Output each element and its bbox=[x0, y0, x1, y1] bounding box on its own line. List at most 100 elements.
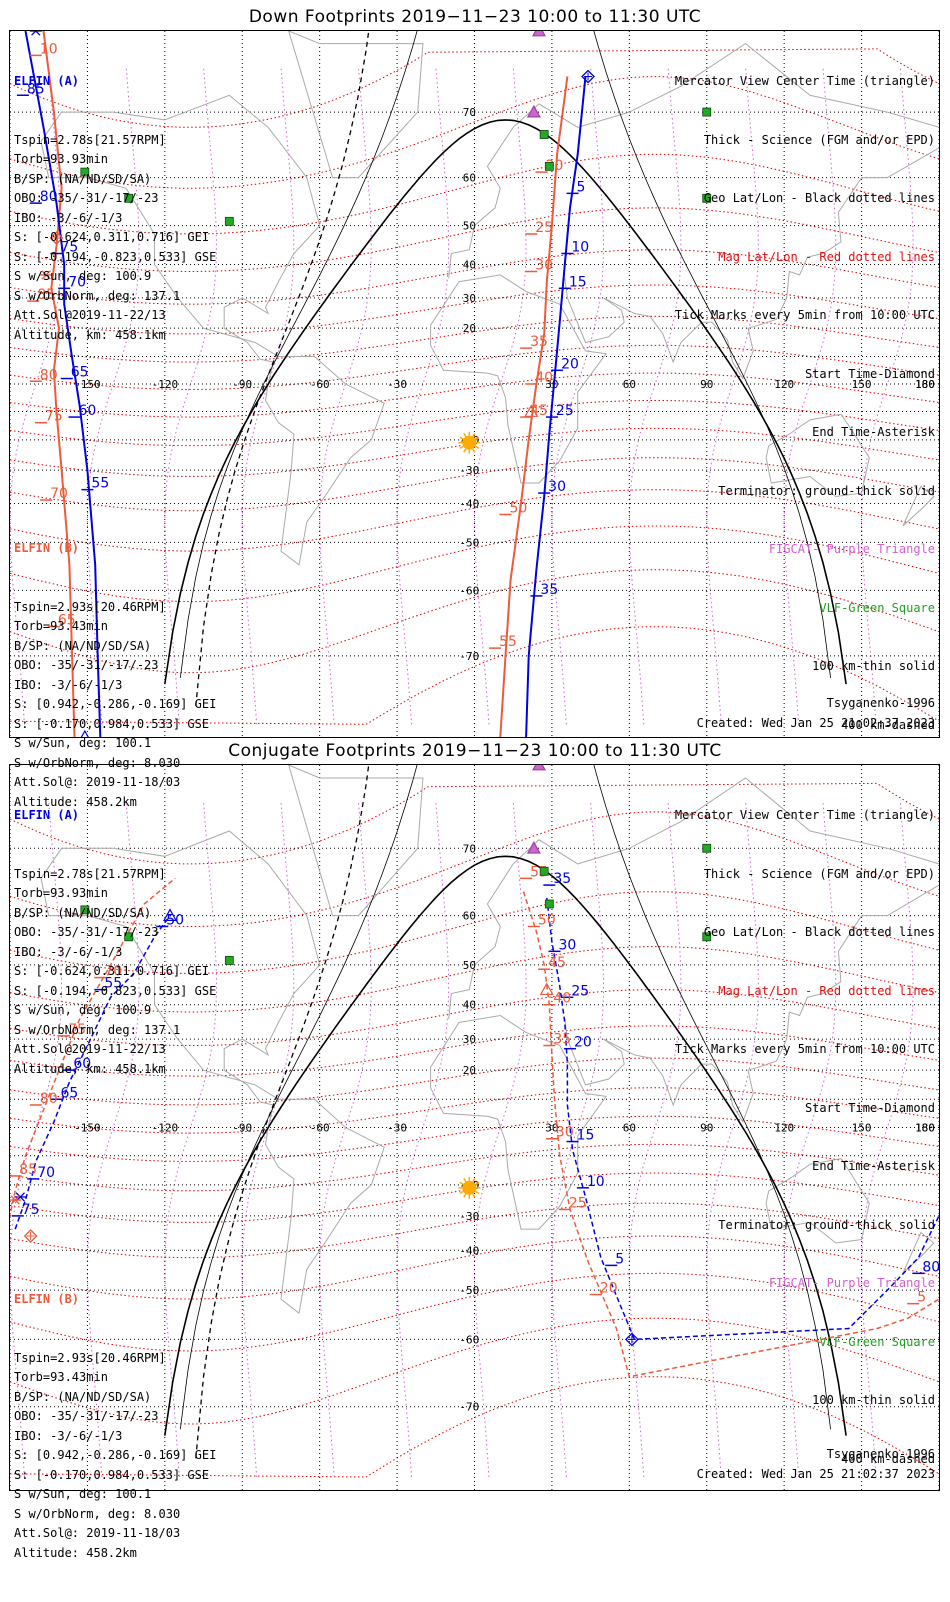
vlf-square bbox=[124, 932, 134, 942]
lon-axis-label: -30 bbox=[387, 378, 407, 391]
lon-axis-label: -120 bbox=[152, 1122, 179, 1135]
vlf-square bbox=[539, 866, 549, 876]
lat-axis-label: 50 bbox=[463, 220, 476, 233]
vlf-square bbox=[544, 899, 554, 909]
mag-lon-line bbox=[706, 66, 759, 725]
elfin-a-track bbox=[14, 897, 939, 1341]
elfin-b-tick-label: 85 bbox=[19, 1162, 37, 1178]
terminator-400km bbox=[195, 765, 370, 1459]
coastline bbox=[765, 413, 870, 498]
elfin-b-tick-label: 55 bbox=[499, 634, 517, 650]
info-line: OBO: -35/-31/-17/-23 bbox=[14, 191, 159, 205]
elfin-a-lines: Tspin=2.78s[21.57RPM] Torb=93.93min B/SP: … bbox=[14, 131, 216, 346]
info-line: IBO: -3/-6/-1/3 bbox=[14, 944, 123, 959]
elfin-b-tick-label: 80 bbox=[40, 1091, 58, 1107]
elfin-b-tick-label: 30 bbox=[535, 257, 553, 273]
legend-400km: 400 km-dashed bbox=[841, 717, 935, 732]
sun-ray bbox=[475, 1190, 480, 1194]
mag-lat-line bbox=[10, 1317, 939, 1425]
legend-view-center: Mercator View Center Time (triangle) bbox=[674, 74, 935, 88]
elfin-a-tick-label: 75 bbox=[60, 239, 78, 255]
info-line: S: [-0.170,0.984,0.533] GSE bbox=[14, 716, 210, 731]
lat-axis-label: 30 bbox=[463, 292, 476, 305]
info-line: S w/Sun, deg: 100.9 bbox=[14, 269, 152, 283]
elfin-a-tick-label: 20 bbox=[561, 356, 579, 372]
vlf-square bbox=[224, 216, 234, 226]
lon-axis-label: -60 bbox=[310, 1122, 330, 1135]
sun-ray bbox=[459, 436, 464, 440]
coastline bbox=[40, 830, 385, 1315]
elfin-b-tick-label: 75 bbox=[45, 409, 63, 425]
info-line: S w/OrbNorm, deg: 137.1 bbox=[14, 288, 181, 303]
elfin-a-start-diamond bbox=[624, 1332, 639, 1347]
elfin-a-tick-label: 35 bbox=[553, 871, 571, 887]
elfin-b-name: ELFIN (B) bbox=[14, 541, 80, 555]
legend-mag: Mag Lat/Lon - Red dotted lines bbox=[718, 983, 935, 998]
elfin-a-tick-label: 30 bbox=[548, 479, 566, 495]
sun-disc bbox=[462, 1180, 477, 1195]
info-line: Att.Sol@: 2019-11-18/03 bbox=[14, 775, 181, 789]
info-line: S w/OrbNorm, deg: 137.1 bbox=[14, 1022, 181, 1037]
elfin-a-end-asterisk-stroke bbox=[31, 31, 37, 36]
legend-end: End Time-Asterisk bbox=[812, 425, 935, 439]
vlf-square bbox=[702, 843, 712, 853]
vlf-square bbox=[702, 193, 712, 203]
elfin-a-tick-label: 60 bbox=[73, 1056, 91, 1072]
info-line: Torb=93.93min bbox=[14, 886, 108, 900]
legend-terminator: Terminator: ground-thick solid bbox=[718, 1217, 935, 1232]
info-line: Tspin=2.93s[20.46RPM] bbox=[14, 599, 166, 614]
mag-lat-line bbox=[10, 249, 939, 305]
elfin-b-tick-label: 5 bbox=[917, 1290, 926, 1306]
elfin-a-tick-label: 20 bbox=[574, 1035, 592, 1051]
terminator-ground bbox=[164, 119, 847, 685]
info-line: S w/Sun, deg: 100.1 bbox=[14, 736, 152, 750]
sun-ray bbox=[475, 1181, 480, 1185]
lat-axis-label: 20 bbox=[463, 1064, 476, 1077]
elfin-a-lines: Tspin=2.78s[21.57RPM] Torb=93.93min B/SP: … bbox=[14, 865, 216, 1080]
elfin-a-tick-label: 65 bbox=[71, 365, 89, 381]
figcat-triangle bbox=[526, 104, 541, 118]
sun-ray bbox=[459, 1190, 464, 1194]
vlf-square bbox=[544, 161, 554, 171]
elfin-a-tick-label: 60 bbox=[79, 403, 97, 419]
lon-axis-label: 60 bbox=[623, 1122, 636, 1135]
elfin-b-end-asterisk-stroke bbox=[41, 270, 51, 280]
info-line: Att.Sol@2019-11-22/13 bbox=[14, 1042, 166, 1056]
sun-ray bbox=[463, 1177, 467, 1183]
info-line: OBO: -35/-31/-17/-23 bbox=[14, 925, 159, 939]
elfin-b-track bbox=[10, 877, 939, 1378]
info-line: S w/Sun, deg: 100.9 bbox=[14, 1003, 152, 1017]
info-line: B/SP: (NA/ND/SD/SA) bbox=[14, 171, 152, 186]
elfin-a-center-triangle bbox=[80, 729, 89, 737]
down-footprints-map: 180 -150 -120 -90 -60 -30 30 60 90 120 150 180 70 60 5… bbox=[9, 30, 940, 809]
panel-title-down: Down Footprints 2019−11−23 10:00 to 11:3… bbox=[248, 7, 702, 27]
elfin-b-tick-label: 80 bbox=[40, 367, 58, 383]
model-label: Tsyganenko-1996 bbox=[826, 696, 935, 710]
info-line: B/SP: (NA/ND/SD/SA) bbox=[14, 905, 152, 920]
lat-axis-label: -40 bbox=[459, 498, 479, 511]
map-canvas-down: 180-150 -120 -90 -60 -30 30 60 90 120 150 18070605… bbox=[10, 31, 939, 737]
lat-axis-label: -40 bbox=[459, 1244, 479, 1257]
sun-icon bbox=[458, 1176, 481, 1199]
info-line: S w/Sun, deg: 100.1 bbox=[14, 1487, 152, 1501]
elfin-b-lines: Tspin=2.93s[20.46RPM] Torb=93.43min B/SP: … bbox=[14, 598, 216, 813]
sun-ray bbox=[475, 445, 480, 449]
info-line: IBO: -3/-6/-1/3 bbox=[14, 1428, 123, 1443]
created-label: Created: Wed Jan 25 21:02:37 2023 bbox=[696, 716, 935, 730]
elfin-b-tick-label: 40 bbox=[553, 991, 571, 1007]
info-line: S w/OrbNorm, deg: 8.030 bbox=[14, 755, 181, 770]
info-line: Torb=93.43min bbox=[14, 1370, 108, 1384]
elfin-a-info: ELFIN (A) Tspin=2.78s[21.57RPM] Torb=93.9… bbox=[14, 33, 216, 384]
legend: Mercator View Center Time (triangle) Thi… bbox=[675, 767, 935, 1508]
elfin-a-tick-label: 65 bbox=[60, 1085, 78, 1101]
lon-axis-label: -60 bbox=[310, 378, 330, 391]
mag-lat-line bbox=[10, 457, 939, 512]
lon-axis-label: 120 bbox=[774, 378, 794, 391]
legend-vlf: VLF-Green Square bbox=[819, 1334, 935, 1349]
lat-axis-label: 70 bbox=[463, 842, 476, 855]
legend-thick: Thick - Science (FGM and/or EPD) bbox=[703, 866, 935, 881]
vlf-square bbox=[124, 193, 134, 203]
coastline bbox=[902, 485, 935, 527]
lat-axis-label: -30 bbox=[459, 464, 479, 477]
legend-100km: 100 km-thin solid bbox=[812, 1393, 935, 1407]
